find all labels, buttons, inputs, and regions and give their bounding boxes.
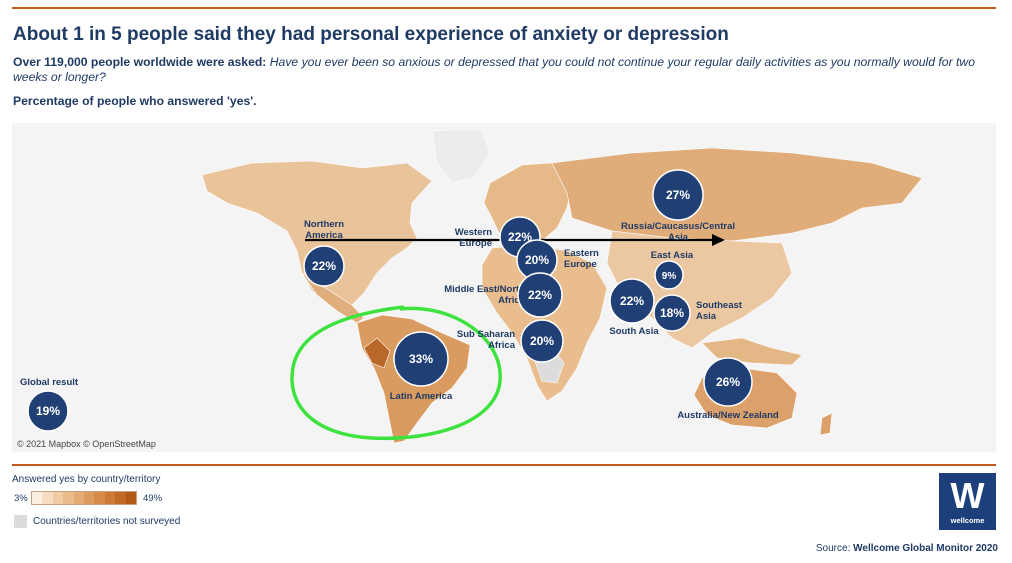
global-result-bubble[interactable] xyxy=(27,390,69,432)
region-eastern-europe[interactable]: Eastern Europe 20% xyxy=(516,239,599,281)
map-copyright: © 2021 Mapbox © OpenStreetMap xyxy=(17,439,156,449)
legend-swatch xyxy=(73,492,84,504)
region-bubble[interactable] xyxy=(703,357,753,407)
green-circle-annotation xyxy=(290,305,502,441)
region-value: 22% xyxy=(508,230,532,244)
region-russia-caucasus-central-asia[interactable]: Russia/Caucasus/Central Asia 27% xyxy=(621,169,735,243)
north-america-land xyxy=(201,160,433,306)
chart-subtitle: Percentage of people who answered 'yes'. xyxy=(13,94,257,108)
region-label: Australia/New Zealand xyxy=(677,410,779,421)
region-bubble[interactable] xyxy=(520,319,564,363)
region-label: Middle East/North Africa xyxy=(444,284,525,306)
region-label: Northern America xyxy=(304,219,344,241)
region-bubble[interactable] xyxy=(653,294,691,332)
region-southeast-asia[interactable]: Southeast Asia 18% xyxy=(653,294,743,332)
legend-swatch xyxy=(94,492,105,504)
region-sub-saharan-africa[interactable]: Sub Saharan Africa 20% xyxy=(457,319,564,363)
region-value: 27% xyxy=(666,188,690,202)
region-middle-east-north-africa[interactable]: Middle East/North Africa 22% xyxy=(444,272,563,318)
region-label: Eastern Europe xyxy=(564,248,599,270)
region-value: 9% xyxy=(662,271,677,282)
south-america-west xyxy=(363,337,391,369)
region-value: 22% xyxy=(312,259,336,273)
source-prefix: Source: xyxy=(815,543,851,554)
question-lead: Over 119,000 people worldwide were asked… xyxy=(13,55,267,69)
region-label: East Asia xyxy=(651,250,694,261)
legend-swatch xyxy=(83,492,95,504)
logo-letter: W xyxy=(950,475,985,516)
legend-title: Answered yes by country/territory xyxy=(12,474,161,485)
source-name: Wellcome Global Monitor 2020 xyxy=(853,543,998,554)
not-surveyed-swatch xyxy=(14,515,27,528)
logo-name: wellcome xyxy=(950,516,985,525)
greenland-land xyxy=(431,128,491,184)
survey-question: Over 119,000 people worldwide were asked… xyxy=(13,55,1003,85)
region-bubble[interactable] xyxy=(609,278,655,324)
legend-swatch xyxy=(63,492,74,504)
region-latin-america[interactable]: Latin America 33% xyxy=(390,331,453,402)
wellcome-logo[interactable]: W wellcome xyxy=(939,473,996,530)
global-result-label: Global result xyxy=(20,377,79,388)
question-text: Have you ever been so anxious or depress… xyxy=(13,55,975,84)
region-value: 22% xyxy=(528,288,552,302)
legend-swatch xyxy=(32,492,43,504)
source-credit: Source: Wellcome Global Monitor 2020 xyxy=(816,543,998,554)
region-bubble[interactable] xyxy=(393,331,449,387)
region-label: Russia/Caucasus/Central Asia xyxy=(621,221,735,243)
legend-swatch xyxy=(125,492,136,504)
top-divider xyxy=(12,7,996,9)
region-value: 18% xyxy=(660,306,684,320)
region-value: 20% xyxy=(530,334,554,348)
region-value: 33% xyxy=(409,352,433,366)
legend-swatch xyxy=(52,492,64,504)
legend-swatch xyxy=(104,492,116,504)
landmasses xyxy=(201,128,923,444)
region-east-asia[interactable]: East Asia 9% xyxy=(651,250,694,290)
region-bubble[interactable] xyxy=(654,260,684,290)
region-australia-new-zealand[interactable]: Australia/New Zealand 26% xyxy=(677,357,779,421)
region-value: 26% xyxy=(716,375,740,389)
region-label: South Asia xyxy=(609,326,659,337)
region-bubble[interactable] xyxy=(303,245,345,287)
legend-min-label: 3% xyxy=(14,493,28,504)
global-result-value: 19% xyxy=(36,404,60,418)
region-label: Southeast Asia xyxy=(696,300,743,322)
new-zealand-land xyxy=(819,412,833,436)
region-northern-america[interactable]: Northern America 22% xyxy=(303,219,345,287)
region-value: 20% xyxy=(525,253,549,267)
region-south-asia[interactable]: South Asia 22% xyxy=(609,278,659,337)
region-label: Latin America xyxy=(390,391,453,402)
region-bubble[interactable] xyxy=(517,272,563,318)
map-panel[interactable]: Northern America 22% Western Europe 22% Easter… xyxy=(12,123,996,452)
region-label: Sub Saharan Africa xyxy=(457,329,516,351)
asia-north-land xyxy=(551,147,923,242)
legend-swatch xyxy=(115,492,126,504)
bottom-divider xyxy=(12,464,996,466)
legend-max-label: 49% xyxy=(143,493,163,504)
region-bubble[interactable] xyxy=(652,169,704,221)
legend-swatch xyxy=(42,492,53,504)
not-surveyed-label: Countries/territories not surveyed xyxy=(33,516,181,527)
legend-color-scale xyxy=(31,491,137,505)
page-title: About 1 in 5 people said they had person… xyxy=(13,24,729,45)
region-label: Western Europe xyxy=(455,227,493,249)
region-value: 22% xyxy=(620,294,644,308)
